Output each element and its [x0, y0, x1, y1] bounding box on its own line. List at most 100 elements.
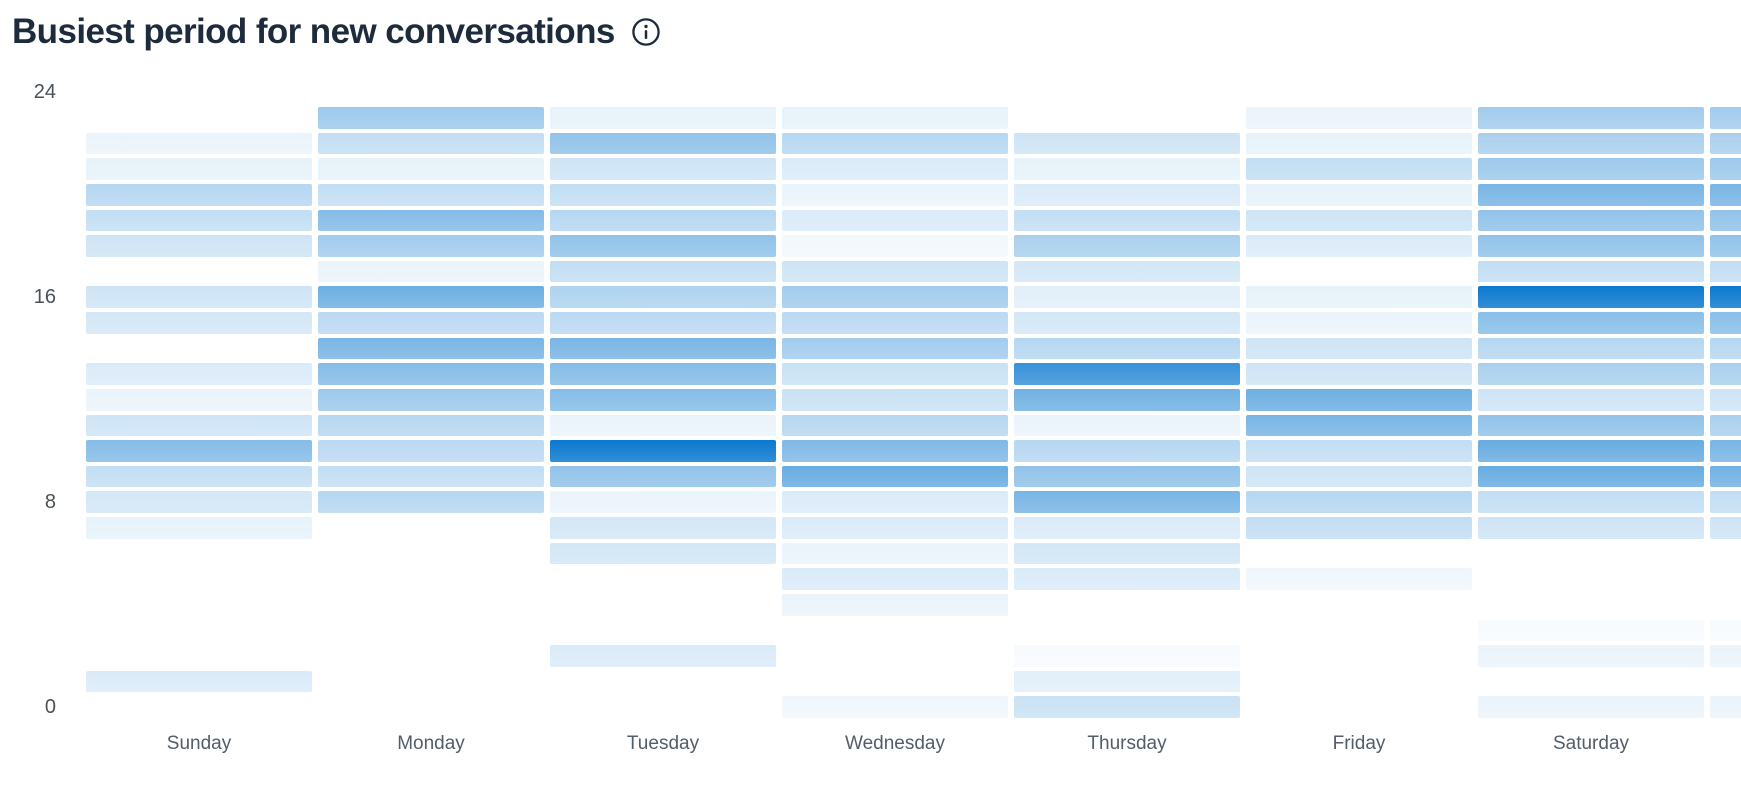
heatmap-cell[interactable] — [1014, 645, 1240, 667]
heatmap-cell[interactable] — [1478, 440, 1704, 462]
heatmap-cell[interactable] — [318, 491, 544, 513]
heatmap-cell[interactable] — [1478, 286, 1704, 308]
heatmap-cell[interactable] — [1478, 414, 1704, 437]
heatmap-cell[interactable] — [1246, 158, 1472, 180]
heatmap-cell[interactable] — [1246, 337, 1472, 360]
heatmap-cell[interactable] — [86, 260, 312, 283]
heatmap-cell[interactable] — [1014, 312, 1240, 334]
heatmap-cell[interactable] — [1014, 440, 1240, 462]
heatmap-cell[interactable] — [1478, 542, 1704, 565]
heatmap-cell[interactable] — [1246, 209, 1472, 232]
heatmap-cell[interactable] — [550, 286, 776, 308]
heatmap-cell[interactable] — [86, 414, 312, 437]
heatmap-cell[interactable] — [318, 132, 544, 155]
heatmap-cell[interactable] — [782, 337, 1008, 360]
heatmap-cell[interactable] — [86, 183, 312, 206]
heatmap-cell[interactable] — [318, 286, 544, 308]
heatmap-cell[interactable] — [86, 465, 312, 488]
heatmap-cell[interactable] — [1246, 619, 1472, 642]
heatmap-cell[interactable] — [782, 696, 1008, 718]
heatmap-cell[interactable] — [782, 286, 1008, 308]
heatmap-cell-clipped[interactable] — [1710, 465, 1741, 488]
heatmap-cell-clipped[interactable] — [1710, 209, 1741, 232]
heatmap-cell-clipped[interactable] — [1710, 593, 1741, 616]
heatmap-cell[interactable] — [318, 670, 544, 693]
heatmap-cell-clipped[interactable] — [1710, 440, 1741, 462]
heatmap-cell[interactable] — [782, 158, 1008, 180]
heatmap-cell-clipped[interactable] — [1710, 337, 1741, 360]
heatmap-cell-clipped[interactable] — [1710, 696, 1741, 718]
heatmap-cell[interactable] — [550, 440, 776, 462]
heatmap-cell[interactable] — [1246, 183, 1472, 206]
heatmap-cell[interactable] — [1246, 440, 1472, 462]
heatmap-cell[interactable] — [1246, 388, 1472, 411]
heatmap-cell[interactable] — [550, 465, 776, 488]
heatmap-cell[interactable] — [550, 260, 776, 283]
heatmap-cell-clipped[interactable] — [1710, 619, 1741, 642]
heatmap-cell[interactable] — [550, 363, 776, 385]
heatmap-cell[interactable] — [550, 158, 776, 180]
heatmap-cell[interactable] — [550, 645, 776, 667]
heatmap-cell[interactable] — [550, 517, 776, 539]
heatmap-cell[interactable] — [86, 363, 312, 385]
heatmap-cell[interactable] — [550, 696, 776, 718]
heatmap-cell[interactable] — [318, 158, 544, 180]
heatmap-cell[interactable] — [1478, 593, 1704, 616]
heatmap-cell[interactable] — [1478, 183, 1704, 206]
heatmap-cell[interactable] — [782, 414, 1008, 437]
heatmap-cell[interactable] — [318, 363, 544, 385]
heatmap-cell-clipped[interactable] — [1710, 107, 1741, 129]
heatmap-cell[interactable] — [1246, 260, 1472, 283]
heatmap-cell[interactable] — [318, 183, 544, 206]
heatmap-cell-clipped[interactable] — [1710, 158, 1741, 180]
heatmap-cell[interactable] — [782, 568, 1008, 590]
heatmap-cell[interactable] — [1478, 645, 1704, 667]
heatmap-cell[interactable] — [86, 517, 312, 539]
heatmap-cell[interactable] — [550, 619, 776, 642]
heatmap-cell[interactable] — [318, 568, 544, 590]
heatmap-cell[interactable] — [318, 517, 544, 539]
heatmap-cell[interactable] — [318, 337, 544, 360]
heatmap-cell[interactable] — [318, 312, 544, 334]
heatmap-cell[interactable] — [1014, 593, 1240, 616]
heatmap-cell-clipped[interactable] — [1710, 388, 1741, 411]
heatmap-cell[interactable] — [1246, 542, 1472, 565]
heatmap-cell[interactable] — [318, 388, 544, 411]
heatmap-cell-clipped[interactable] — [1710, 517, 1741, 539]
heatmap-cell[interactable] — [782, 440, 1008, 462]
heatmap-cell[interactable] — [1246, 235, 1472, 257]
heatmap-cell[interactable] — [1246, 568, 1472, 590]
heatmap-cell[interactable] — [86, 337, 312, 360]
info-icon[interactable] — [631, 17, 661, 47]
heatmap-cell[interactable] — [550, 337, 776, 360]
heatmap-cell[interactable] — [1014, 158, 1240, 180]
heatmap-cell[interactable] — [1014, 670, 1240, 693]
heatmap-cell[interactable] — [86, 132, 312, 155]
heatmap-cell[interactable] — [86, 670, 312, 693]
heatmap-cell[interactable] — [1014, 260, 1240, 283]
heatmap-cell[interactable] — [318, 440, 544, 462]
heatmap-cell[interactable] — [550, 568, 776, 590]
heatmap-cell[interactable] — [86, 158, 312, 180]
heatmap-cell-clipped[interactable] — [1710, 312, 1741, 334]
heatmap-cell[interactable] — [86, 286, 312, 308]
heatmap-cell[interactable] — [318, 209, 544, 232]
heatmap-cell[interactable] — [1246, 312, 1472, 334]
heatmap-cell-clipped[interactable] — [1710, 542, 1741, 565]
heatmap-cell[interactable] — [318, 414, 544, 437]
heatmap-cell[interactable] — [318, 696, 544, 718]
heatmap-cell[interactable] — [1014, 465, 1240, 488]
heatmap-cell[interactable] — [550, 491, 776, 513]
heatmap-cell[interactable] — [550, 107, 776, 129]
heatmap-cell[interactable] — [1246, 107, 1472, 129]
heatmap-cell-clipped[interactable] — [1710, 491, 1741, 513]
heatmap-cell[interactable] — [782, 107, 1008, 129]
heatmap-cell[interactable] — [1014, 235, 1240, 257]
heatmap-cell[interactable] — [782, 260, 1008, 283]
heatmap-cell[interactable] — [318, 645, 544, 667]
heatmap-cell[interactable] — [318, 542, 544, 565]
heatmap-cell[interactable] — [1478, 388, 1704, 411]
heatmap-cell[interactable] — [782, 209, 1008, 232]
heatmap-cell-clipped[interactable] — [1710, 183, 1741, 206]
heatmap-cell[interactable] — [782, 619, 1008, 642]
